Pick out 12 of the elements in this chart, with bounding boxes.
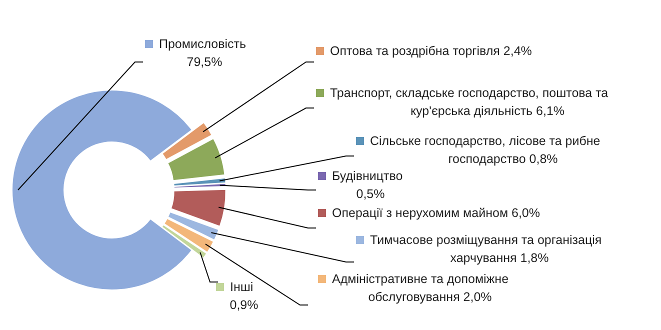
legend-label: Промисловість: [159, 37, 246, 51]
legend-label: Оптова та роздрібна торгівля 2,4%: [330, 44, 532, 58]
legend-label: Операції з нерухомим майном 6,0%: [332, 206, 540, 220]
legend-label: Будівництво: [332, 169, 403, 183]
legend-label: Адміністративне та допоміжне обслуговування 2,0%: [332, 272, 509, 304]
data-label: 79,5%: [186, 55, 222, 69]
legend-label: Сільське господарство, лісове та рибне господарство 0,8%: [370, 134, 600, 166]
legend-label: Інші: [230, 280, 254, 294]
legend-label: Транспорт, складське господарство, поштова та кур'єрська діяльність 6,1%: [330, 86, 608, 118]
data-label: 0,5%: [356, 187, 385, 201]
legend-label: Тимчасове розміщування та організація харчування 1,8%: [370, 233, 602, 265]
data-label: 0,9%: [230, 298, 258, 312]
